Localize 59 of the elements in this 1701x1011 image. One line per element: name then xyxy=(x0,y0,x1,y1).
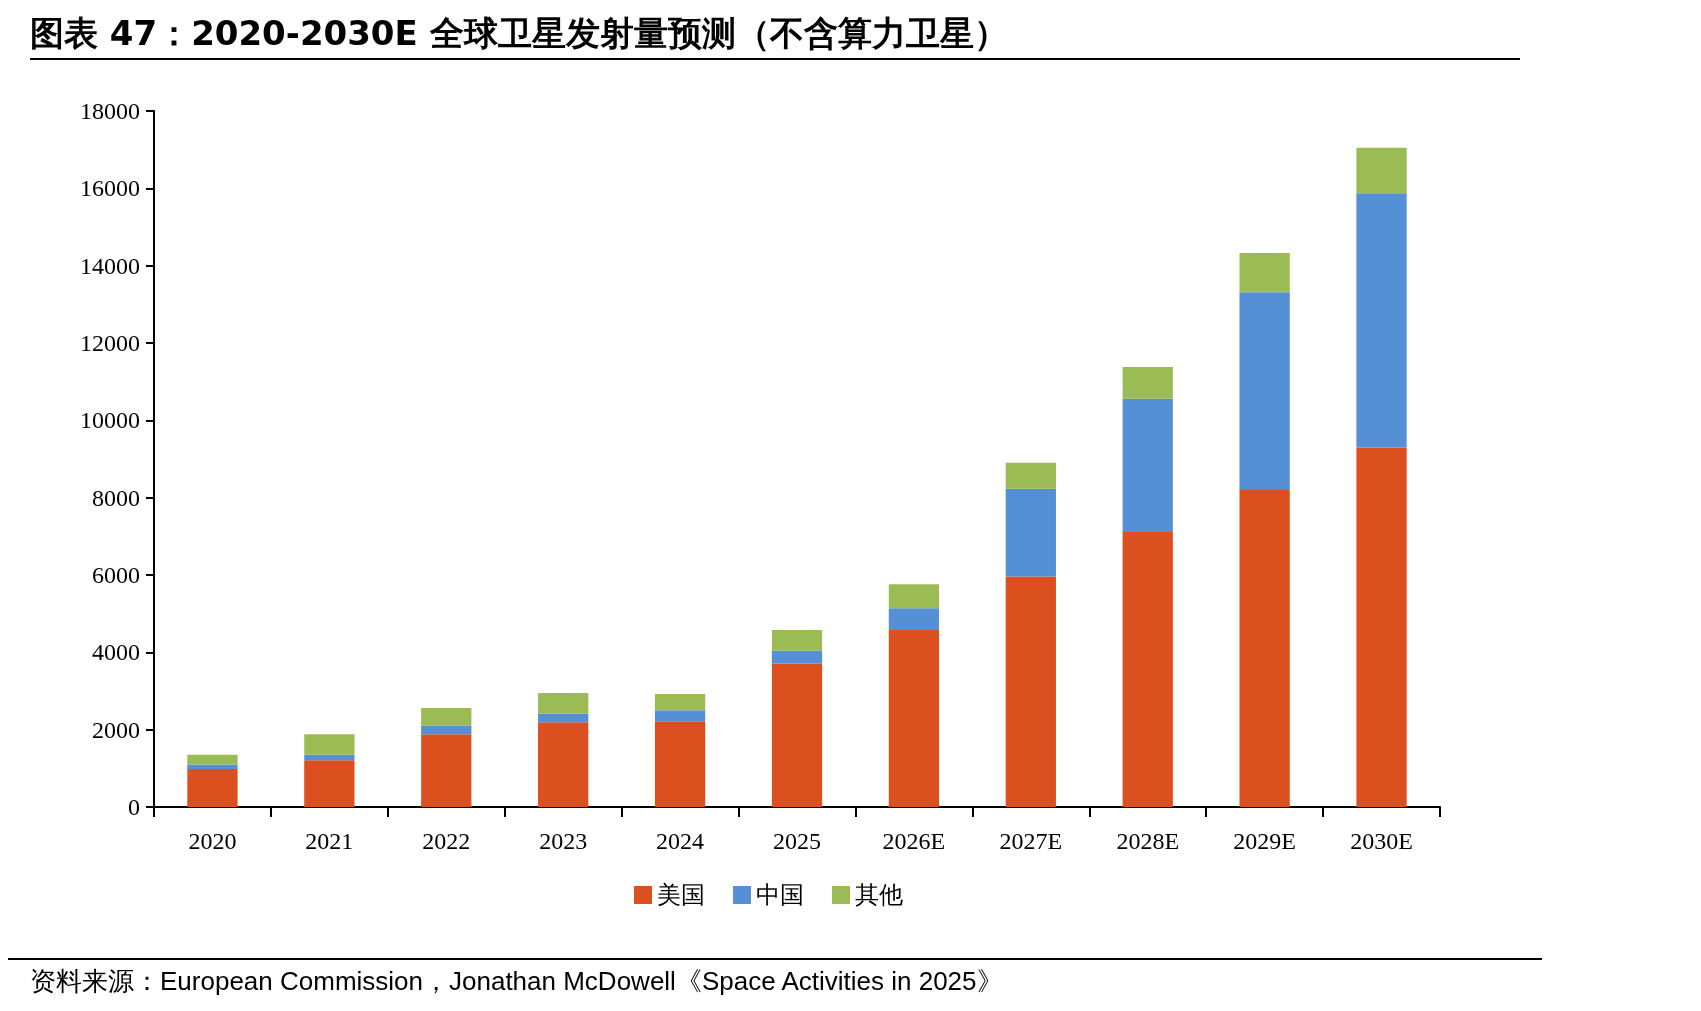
x-tick-label: 2028E xyxy=(1116,828,1180,854)
y-tick-label: 18000 xyxy=(80,98,140,124)
y-tick-label: 12000 xyxy=(80,330,140,356)
chart-title: 图表 47：2020-2030E 全球卫星发射量预测（不含算力卫星） xyxy=(30,8,1520,60)
y-tick-label: 8000 xyxy=(92,484,140,511)
bar xyxy=(1239,252,1290,293)
bar xyxy=(654,721,706,807)
y-tick-label: 0 xyxy=(128,794,140,820)
bar xyxy=(421,734,472,807)
bar xyxy=(187,769,238,807)
x-tick-label: 2020 xyxy=(188,828,237,854)
bar xyxy=(888,629,940,807)
x-tick-label: 2030E xyxy=(1350,828,1413,854)
y-tick-label: 10000 xyxy=(80,407,140,434)
y-tick-label: 4000 xyxy=(92,639,140,666)
bar xyxy=(771,663,823,807)
bar xyxy=(421,708,472,726)
bar xyxy=(538,722,589,807)
x-tick-label: 2029E xyxy=(1233,828,1296,854)
bar xyxy=(187,754,238,765)
y-tick-label: 6000 xyxy=(92,562,140,588)
y-tick-label: 16000 xyxy=(80,175,140,202)
bar xyxy=(1239,292,1290,490)
bar xyxy=(1239,489,1290,807)
text: 资料来源：European Commission，Jonathan McDowell《Space Activities in 2025》 xyxy=(8,958,1542,999)
x-tick-label: 2024 xyxy=(656,828,705,854)
legend-label: 美国 xyxy=(657,881,705,909)
bar xyxy=(654,710,706,722)
legend-label: 其他 xyxy=(855,881,903,909)
x-tick-label: 2026E xyxy=(882,828,946,854)
bar xyxy=(304,734,355,755)
bar xyxy=(1005,462,1056,489)
y-tick-label: 2000 xyxy=(92,716,140,743)
bar xyxy=(538,692,589,714)
bar xyxy=(1356,447,1407,807)
bar xyxy=(888,584,940,609)
x-tick-label: 2021 xyxy=(305,828,354,854)
legend-label: 中国 xyxy=(756,881,804,909)
bar xyxy=(771,629,823,651)
bar xyxy=(304,760,355,807)
bar xyxy=(1005,576,1056,807)
bar xyxy=(654,694,706,711)
bar xyxy=(421,725,472,735)
y-tick-label: 14000 xyxy=(80,252,140,279)
bar xyxy=(888,608,940,630)
bar xyxy=(1356,147,1407,194)
bar xyxy=(1122,366,1173,399)
bar xyxy=(304,754,355,761)
x-tick-label: 2023 xyxy=(539,828,588,854)
x-tick-label: 2025 xyxy=(773,828,821,854)
bar xyxy=(771,650,823,664)
bar xyxy=(538,713,589,723)
bar xyxy=(1005,488,1056,577)
bar xyxy=(1122,532,1173,807)
bar xyxy=(1122,398,1173,533)
x-tick-label: 2022 xyxy=(422,828,471,854)
bar xyxy=(1356,193,1407,448)
bar xyxy=(187,764,238,770)
x-tick-label: 2027E xyxy=(999,828,1063,854)
